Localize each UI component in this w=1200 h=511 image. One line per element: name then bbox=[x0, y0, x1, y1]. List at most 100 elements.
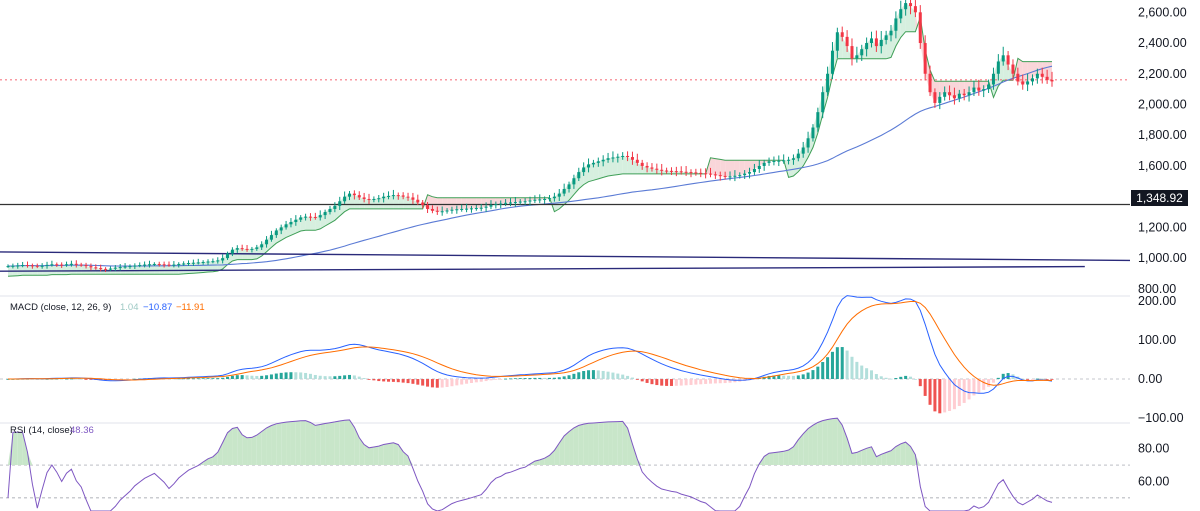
macd-histogram-bar bbox=[923, 379, 927, 396]
candle-up bbox=[108, 268, 112, 270]
macd-histogram-bar bbox=[255, 375, 259, 380]
price-pane[interactable]: 2,600.00 2,400.00 2,200.00 2,000.00 1,800.00… bbox=[0, 0, 1187, 297]
macd-histogram-bar bbox=[991, 379, 995, 383]
macd-histogram-bar bbox=[323, 376, 327, 380]
rsi-overbought-fill bbox=[208, 456, 213, 466]
rsi-overbought-fill bbox=[261, 427, 267, 466]
candle-up bbox=[469, 208, 473, 210]
trend-fill-down bbox=[720, 159, 726, 177]
candle-up bbox=[274, 230, 278, 236]
candle-down bbox=[55, 264, 59, 266]
trend-fill-up bbox=[168, 264, 174, 275]
macd-histogram-bar bbox=[977, 379, 981, 393]
macd-histogram-bar bbox=[723, 379, 727, 384]
rsi-overbought-fill bbox=[373, 446, 379, 466]
trend-fill-down bbox=[456, 197, 462, 210]
trend-fill-down bbox=[461, 197, 467, 209]
trend-fill-up bbox=[51, 264, 57, 275]
macd-histogram-bar bbox=[567, 375, 571, 380]
rsi-overbought-fill bbox=[22, 432, 28, 466]
candle-down bbox=[718, 175, 722, 177]
macd-histogram-bar bbox=[835, 347, 839, 380]
candle-up bbox=[865, 43, 869, 50]
trend-fill-up bbox=[408, 197, 413, 209]
macd-histogram-bar bbox=[611, 372, 615, 380]
macd-histogram-bar bbox=[328, 376, 332, 380]
macd-pane[interactable]: 200.00 100.00 0.00 −100.00 bbox=[0, 294, 1184, 425]
macd-histogram-bar bbox=[572, 373, 576, 380]
rsi-overbought-fill bbox=[266, 425, 272, 466]
macd-histogram-bar bbox=[1045, 379, 1049, 380]
trend-fill-up bbox=[129, 265, 135, 275]
trend-fill-up bbox=[71, 263, 77, 275]
macd-histogram-bar bbox=[967, 379, 971, 400]
macd-histogram-bar bbox=[201, 378, 205, 380]
trend-fill-down bbox=[944, 81, 950, 96]
candle-up bbox=[201, 261, 205, 263]
macd-line-value: −10.87 bbox=[143, 302, 172, 313]
macd-histogram-bar bbox=[65, 378, 69, 380]
candle-down bbox=[704, 173, 708, 175]
rsi-overbought-fill bbox=[783, 449, 789, 466]
macd-histogram-bar bbox=[865, 368, 869, 380]
candle-up bbox=[21, 265, 25, 267]
macd-histogram-bar bbox=[377, 379, 381, 382]
candle-up bbox=[279, 227, 283, 231]
candle-down bbox=[977, 87, 981, 91]
rsi-overbought-fill bbox=[17, 432, 23, 466]
macd-histogram-bar bbox=[245, 375, 249, 380]
candle-down bbox=[308, 216, 312, 218]
macd-histogram-bar bbox=[830, 351, 834, 380]
trend-fill-up bbox=[403, 196, 409, 209]
macd-histogram-bar bbox=[279, 372, 283, 380]
candle-down bbox=[84, 265, 88, 267]
candle-down bbox=[723, 175, 727, 177]
macd-histogram-bar bbox=[406, 379, 410, 384]
trend-fill-up bbox=[139, 264, 145, 275]
candle-up bbox=[50, 264, 54, 266]
candle-up bbox=[582, 167, 586, 173]
trend-fill-up bbox=[1008, 64, 1013, 81]
macd-histogram-bar bbox=[362, 377, 366, 380]
macd-histogram-bar bbox=[894, 378, 898, 380]
trend-fill-down bbox=[744, 160, 750, 174]
rsi-overbought-fill bbox=[276, 422, 282, 466]
candle-up bbox=[113, 267, 117, 269]
candle-down bbox=[416, 199, 420, 203]
macd-histogram-bar bbox=[177, 378, 181, 380]
trend-fill-up bbox=[198, 261, 204, 273]
trend-fill-down bbox=[734, 160, 740, 176]
trend-fill-down bbox=[959, 81, 965, 96]
macd-histogram-bar bbox=[411, 379, 415, 384]
rsi-title: RSI (14, close) bbox=[10, 425, 73, 436]
rsi-overbought-fill bbox=[847, 438, 852, 466]
rsi-overbought-fill bbox=[281, 422, 287, 466]
candle-up bbox=[377, 198, 381, 200]
candle-up bbox=[762, 162, 766, 166]
candle-down bbox=[850, 46, 854, 59]
rsi-overbought-fill bbox=[364, 444, 370, 466]
trend-fill-up bbox=[398, 195, 404, 209]
macd-histogram-bar bbox=[445, 379, 449, 387]
trailing-stop-line bbox=[7, 17, 1052, 277]
candle-up bbox=[221, 258, 225, 261]
candle-up bbox=[450, 209, 454, 211]
candle-down bbox=[679, 171, 683, 173]
candle-down bbox=[923, 43, 927, 74]
trend-fill-up bbox=[905, 3, 911, 32]
rsi-axis-tick: 80.00 bbox=[1138, 442, 1169, 456]
candle-up bbox=[733, 175, 737, 177]
macd-histogram-bar bbox=[299, 372, 303, 380]
rsi-pane[interactable]: 80.00 60.00 bbox=[0, 417, 1169, 511]
trend-fill-up bbox=[144, 264, 150, 275]
macd-histogram-bar bbox=[801, 374, 805, 380]
rsi-overbought-fill bbox=[612, 421, 618, 466]
macd-histogram-bar bbox=[1040, 378, 1044, 380]
macd-histogram-bar bbox=[957, 379, 961, 406]
candle-down bbox=[933, 92, 937, 103]
rsi-overbought-fill bbox=[339, 420, 345, 466]
candle-up bbox=[557, 193, 561, 197]
macd-histogram-bar bbox=[913, 378, 917, 380]
rsi-overbought-fill bbox=[271, 423, 277, 466]
